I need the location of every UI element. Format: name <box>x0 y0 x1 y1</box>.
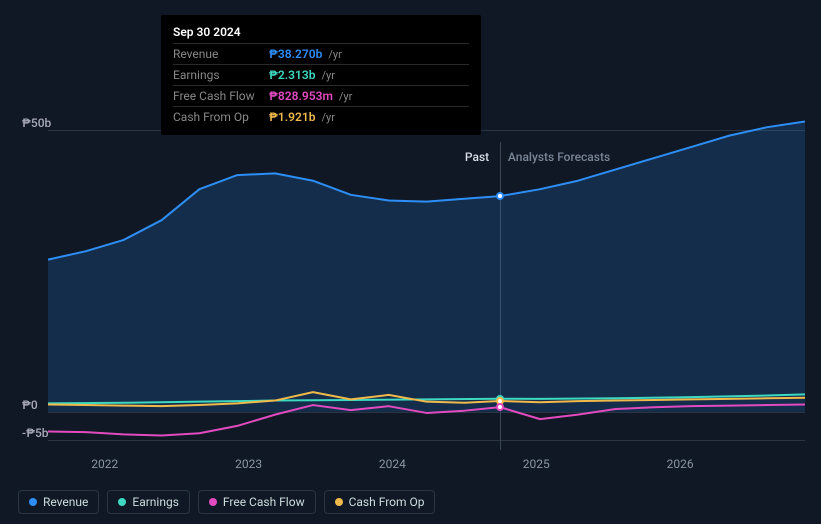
legend-dot-icon <box>209 498 217 506</box>
tooltip-metric-label: Earnings <box>173 68 263 82</box>
line-chart[interactable] <box>48 130 805 440</box>
tooltip-metric-value: ₱38.270b <box>269 47 322 61</box>
x-axis-label: 2022 <box>91 457 118 471</box>
area-revenue <box>48 122 805 412</box>
x-axis-label: 2026 <box>667 457 694 471</box>
y-axis-label: -₱5b <box>22 426 49 440</box>
legend-item-cash-from-op[interactable]: Cash From Op <box>324 490 436 514</box>
tooltip-metric-value: ₱2.313b <box>269 68 316 82</box>
x-axis-label: 2023 <box>235 457 262 471</box>
chart-legend: Revenue Earnings Free Cash Flow Cash From O… <box>18 490 435 514</box>
tooltip-metric-label: Cash From Op <box>173 110 263 124</box>
legend-label: Cash From Op <box>349 495 425 509</box>
legend-item-free-cash-flow[interactable]: Free Cash Flow <box>198 490 316 514</box>
tooltip-row: Earnings ₱2.313b/yr <box>173 64 469 85</box>
chart-tooltip: Sep 30 2024 Revenue ₱38.270b/yr Earnings ₱2… <box>161 15 481 135</box>
tooltip-metric-value: ₱1.921b <box>269 110 316 124</box>
tooltip-row: Free Cash Flow ₱828.953m/yr <box>173 85 469 106</box>
legend-item-earnings[interactable]: Earnings <box>107 490 190 514</box>
y-axis-label: ₱50b <box>22 116 51 130</box>
tooltip-metric-label: Revenue <box>173 47 263 61</box>
x-axis-label: 2025 <box>523 457 550 471</box>
legend-dot-icon <box>29 498 37 506</box>
tooltip-row: Cash From Op ₱1.921b/yr <box>173 106 469 127</box>
legend-dot-icon <box>335 498 343 506</box>
marker-revenue <box>496 192 504 200</box>
legend-label: Earnings <box>132 495 179 509</box>
tooltip-metric-unit: /yr <box>339 90 352 103</box>
tooltip-metric-value: ₱828.953m <box>269 89 333 103</box>
legend-label: Revenue <box>43 495 88 509</box>
tooltip-metric-label: Free Cash Flow <box>173 89 263 103</box>
tooltip-row: Revenue ₱38.270b/yr <box>173 43 469 64</box>
tooltip-metric-unit: /yr <box>328 48 341 61</box>
tooltip-metric-unit: /yr <box>322 69 335 82</box>
x-axis-label: 2024 <box>379 457 406 471</box>
tooltip-date: Sep 30 2024 <box>173 23 469 43</box>
chart-container: ₱50b₱0-₱5b PastAnalysts Forecasts 202220… <box>18 0 805 524</box>
legend-dot-icon <box>118 498 126 506</box>
tooltip-metric-unit: /yr <box>322 111 335 124</box>
marker-free-cash-flow <box>496 403 504 411</box>
y-axis-label: ₱0 <box>22 398 38 412</box>
legend-label: Free Cash Flow <box>223 495 305 509</box>
legend-item-revenue[interactable]: Revenue <box>18 490 99 514</box>
